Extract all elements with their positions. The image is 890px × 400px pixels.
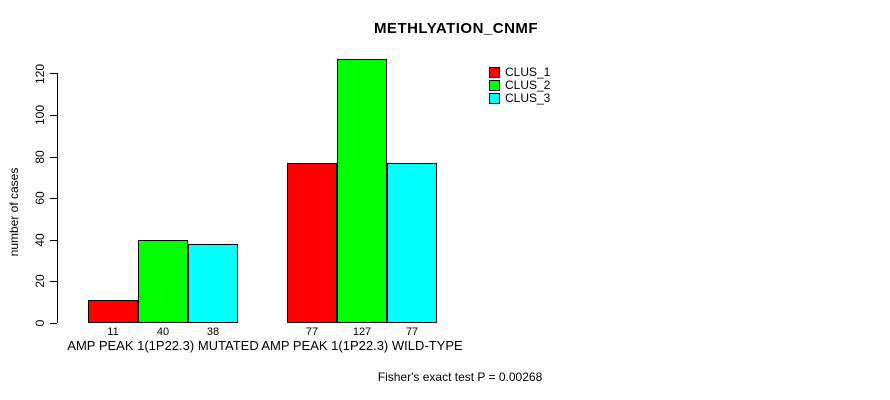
bar-value-label: 40 — [156, 326, 170, 338]
y-axis-tick-label: 20 — [33, 274, 47, 288]
fisher-exact-test-note: Fisher's exact test P = 0.00268 — [377, 370, 543, 384]
y-axis-title: number of cases — [7, 167, 21, 257]
y-axis-tick-label: 60 — [33, 191, 47, 205]
bar-value-label: 11 — [107, 326, 119, 338]
bar-clus_3-group2 — [387, 163, 437, 323]
y-axis-tick-label: 100 — [33, 104, 47, 126]
legend-swatch-icon — [489, 93, 500, 104]
legend-item-clus_1: CLUS_1 — [489, 65, 551, 79]
legend-label: CLUS_3 — [505, 91, 551, 105]
bar-value-label: 77 — [305, 326, 319, 338]
bar-clus_1-group1 — [88, 300, 138, 323]
x-axis-group-label: AMP PEAK 1(1P22.3) MUTATED — [67, 338, 259, 353]
legend: CLUS_1 CLUS_2 CLUS_3 — [489, 65, 551, 106]
legend-item-clus_2: CLUS_2 — [489, 78, 551, 92]
y-axis-tick-label: 0 — [33, 319, 47, 326]
y-axis-tick-mark — [50, 73, 57, 74]
y-axis-tick-label: 40 — [33, 232, 47, 247]
bar-value-label: 77 — [405, 326, 419, 338]
y-axis-tick-mark — [50, 198, 57, 199]
bar-clus_3-group1 — [188, 244, 238, 323]
x-axis-group-label: AMP PEAK 1(1P22.3) WILD-TYPE — [261, 338, 463, 353]
legend-label: CLUS_1 — [505, 65, 551, 79]
legend-swatch-icon — [489, 80, 500, 91]
y-axis-tick-mark — [50, 157, 57, 158]
bar-clus_1-group2 — [287, 163, 337, 323]
y-axis-tick-mark — [50, 323, 57, 324]
legend-item-clus_3: CLUS_3 — [489, 91, 551, 105]
bar-clus_2-group2 — [337, 59, 387, 323]
y-axis-tick-mark — [50, 115, 57, 116]
bar-clus_2-group1 — [138, 240, 188, 323]
y-axis-line — [57, 73, 58, 323]
y-axis-tick-mark — [50, 281, 57, 282]
y-axis-tick-mark — [50, 240, 57, 241]
bar-value-label: 127 — [352, 326, 372, 338]
chart-title: METHLYATION_CNMF — [373, 20, 539, 37]
y-axis-tick-label: 80 — [33, 149, 47, 164]
bar-value-label: 38 — [206, 326, 220, 338]
legend-label: CLUS_2 — [505, 78, 551, 92]
y-axis-tick-label: 120 — [33, 63, 47, 84]
legend-swatch-icon — [489, 67, 500, 78]
